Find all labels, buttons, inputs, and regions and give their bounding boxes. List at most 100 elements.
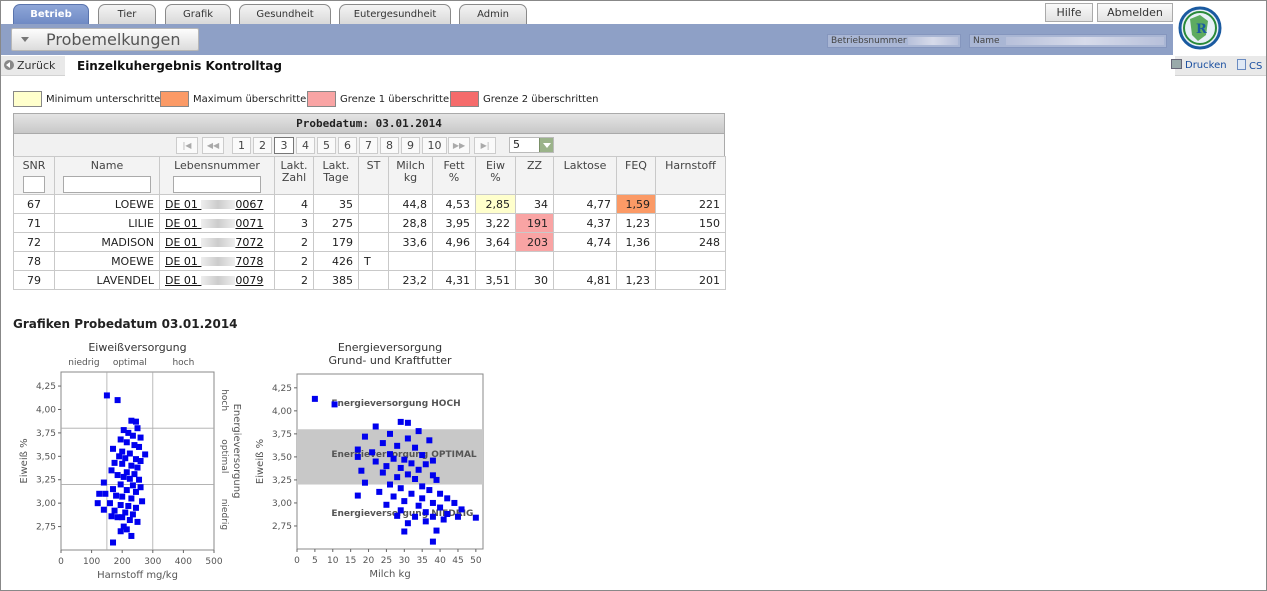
cell-harnstoff xyxy=(655,251,726,271)
cell-snr: 79 xyxy=(13,270,55,290)
module-menu-button[interactable]: Probemelkungen xyxy=(11,28,199,51)
page-button-5[interactable]: 5 xyxy=(317,137,336,154)
page-button-3[interactable]: 3 xyxy=(274,137,294,154)
tab-admin[interactable]: Admin xyxy=(459,4,527,24)
data-point xyxy=(120,473,127,480)
data-point xyxy=(132,504,139,511)
y-tick-label: 3,25 xyxy=(272,476,292,486)
data-point xyxy=(119,460,126,467)
col-fett: Fett% xyxy=(432,156,476,195)
tab-tier[interactable]: Tier xyxy=(98,4,156,24)
page-button-2[interactable]: 2 xyxy=(253,137,272,154)
module-label: Probemelkungen xyxy=(46,30,181,49)
data-point xyxy=(433,476,440,483)
lebensnummer-suffix: 0067 xyxy=(235,197,264,211)
page-title: Einzelkuhergebnis Kontrolltag xyxy=(65,56,1175,76)
data-point xyxy=(132,456,139,463)
chart-title: Eiweißversorgung xyxy=(88,341,186,354)
chart-title: Energieversorgung xyxy=(338,341,442,354)
cell-eiw: 3,22 xyxy=(475,213,516,233)
nav-strip: Zurück Einzelkuhergebnis Kontrolltag Dru… xyxy=(1,56,1266,76)
cell-fett xyxy=(432,251,476,271)
x-tick-label: 0 xyxy=(294,556,300,566)
module-header: Probemelkungen Betriebsnummer Name xyxy=(1,24,1173,55)
data-point xyxy=(387,481,393,488)
cell-lakt-tage: 426 xyxy=(313,251,359,271)
page-button-1[interactable]: 1 xyxy=(232,137,251,154)
tab-eutergesundheit[interactable]: Eutergesundheit xyxy=(339,4,451,24)
data-point xyxy=(429,538,436,545)
tab-gesundheit[interactable]: Gesundheit xyxy=(239,4,331,24)
chevron-down-icon[interactable] xyxy=(539,138,553,152)
lebensnummer-link[interactable]: DE 01 0079 xyxy=(165,274,263,287)
snr-filter-input[interactable] xyxy=(23,176,45,193)
data-point xyxy=(102,490,109,497)
next-page-button[interactable]: ▶▶ xyxy=(448,137,470,154)
col-label: Name xyxy=(90,159,124,172)
lebensnummer-link[interactable]: DE 01 0071 xyxy=(165,217,263,230)
cell-feq xyxy=(616,251,656,271)
lebensnummer-filter-input[interactable] xyxy=(173,176,261,193)
tab-betrieb[interactable]: Betrieb xyxy=(13,4,89,24)
data-point xyxy=(110,445,117,452)
page-button-4[interactable]: 4 xyxy=(296,137,315,154)
name-filter-input[interactable] xyxy=(63,176,151,193)
cell-leb: DE 01 0079 xyxy=(159,270,275,290)
page-button-10[interactable]: 10 xyxy=(422,137,447,154)
lebensnummer-prefix: DE 01 xyxy=(165,273,198,287)
back-button[interactable]: Zurück xyxy=(4,58,55,74)
tab-grafik[interactable]: Grafik xyxy=(165,4,231,24)
lebensnummer-link[interactable]: DE 01 7078 xyxy=(165,255,263,268)
cell-leb: DE 01 0071 xyxy=(159,213,275,233)
col-label: Milch xyxy=(396,159,425,172)
data-point xyxy=(451,499,458,506)
data-point xyxy=(125,429,132,436)
data-point xyxy=(372,458,379,465)
col-lakt-zahl: Lakt. Zahl xyxy=(274,156,314,195)
data-point xyxy=(354,446,361,453)
data-point xyxy=(429,472,436,479)
table-row: 71 LILIE DE 01 0071 3 275 28,8 3,95 3,22 191 4,37… xyxy=(13,213,726,233)
data-point xyxy=(390,493,397,500)
table-row: 79 LAVENDEL DE 01 0079 2 385 23,2 4,31 3,51 30 4,… xyxy=(13,270,726,290)
data-point xyxy=(123,469,130,476)
data-point xyxy=(126,450,133,457)
x-tick-label: 50 xyxy=(470,556,482,566)
cell-lakt-tage: 179 xyxy=(313,232,359,252)
data-point xyxy=(383,501,390,508)
logout-button[interactable]: Abmelden xyxy=(1097,3,1173,22)
data-point xyxy=(136,443,143,450)
lebensnummer-masked xyxy=(201,199,236,209)
lebensnummer-link[interactable]: DE 01 7072 xyxy=(165,236,263,249)
data-point xyxy=(437,490,444,497)
page-button-9[interactable]: 9 xyxy=(401,137,420,154)
help-button[interactable]: Hilfe xyxy=(1045,3,1093,22)
last-page-button[interactable]: ▶| xyxy=(474,137,496,154)
lebensnummer-link[interactable]: DE 01 0067 xyxy=(165,198,263,211)
col-laktose: Laktose xyxy=(553,156,617,195)
data-point xyxy=(390,455,397,462)
page-size-select[interactable]: 5 xyxy=(509,137,554,153)
csv-link[interactable]: CS xyxy=(1237,59,1262,72)
print-link[interactable]: Drucken xyxy=(1171,59,1227,71)
data-point xyxy=(113,492,120,499)
data-point xyxy=(119,493,126,500)
page-button-7[interactable]: 7 xyxy=(359,137,378,154)
first-page-button[interactable]: |◀ xyxy=(176,137,198,154)
zone-label-top: niedrig xyxy=(68,358,99,368)
page-button-8[interactable]: 8 xyxy=(380,137,399,154)
data-point xyxy=(429,499,436,506)
page-button-6[interactable]: 6 xyxy=(338,137,357,154)
col-lakt-tage: Lakt. Tage xyxy=(313,156,359,195)
data-point xyxy=(419,495,426,502)
data-point xyxy=(454,513,461,520)
data-point xyxy=(117,528,124,535)
cell-st xyxy=(358,270,389,290)
prev-page-button[interactable]: ◀◀ xyxy=(202,137,224,154)
y-tick-label: 3,50 xyxy=(36,452,56,462)
x-tick-label: 300 xyxy=(144,557,161,567)
x-tick-label: 400 xyxy=(175,557,192,567)
legend-swatch xyxy=(307,91,336,107)
lebensnummer-masked xyxy=(201,237,236,247)
